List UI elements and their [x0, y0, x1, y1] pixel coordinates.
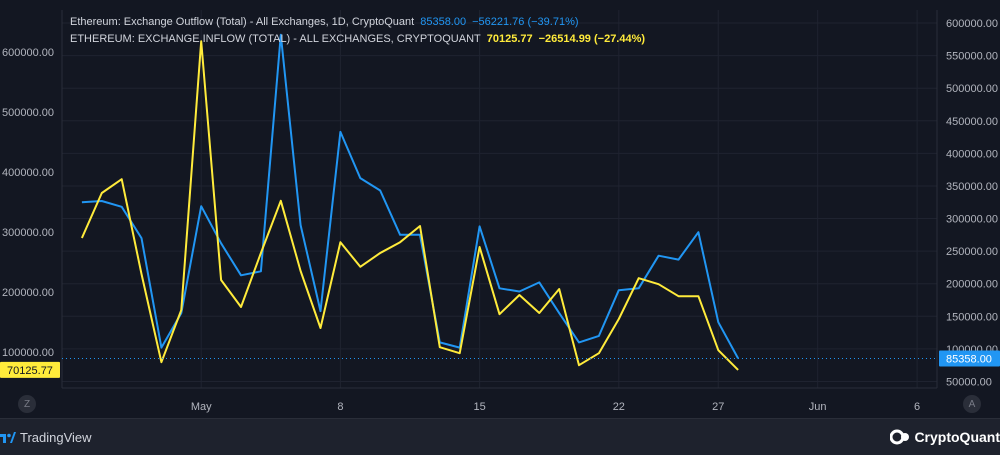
x-axis-tick-label: 22 — [613, 401, 625, 413]
right-axis-tick-label: 400000.00 — [946, 148, 998, 160]
left-axis-tick-label: 100000.00 — [2, 347, 54, 359]
right-axis-tick-label: 350000.00 — [946, 181, 998, 193]
x-axis-tick-label: 8 — [337, 401, 343, 413]
right-axis-tick-label: 450000.00 — [946, 116, 998, 128]
legend-inflow-name: ETHEREUM: EXCHANGE INFLOW (TOTAL) - ALL … — [70, 33, 481, 45]
right-axis-tick-label: 600000.00 — [946, 18, 998, 30]
zoom-button[interactable]: Z — [18, 395, 36, 413]
tradingview-icon — [0, 432, 16, 443]
inflow-current-badge — [0, 361, 60, 378]
footer: TradingView CryptoQuant — [0, 418, 1000, 455]
legend: Ethereum: Exchange Outflow (Total) - All… — [70, 14, 645, 48]
inflow-current-label: 70125.77 — [7, 365, 53, 377]
legend-outflow-name: Ethereum: Exchange Outflow (Total) - All… — [70, 16, 415, 28]
legend-outflow-value: 85358.00 — [420, 16, 467, 28]
x-axis[interactable]: May 8 15 22 27 Jun 6 — [191, 401, 920, 413]
tradingview-logo[interactable]: TradingView — [0, 428, 92, 446]
x-axis-tick-label: May — [191, 401, 212, 413]
legend-inflow-value: 70125.77 — [486, 33, 533, 45]
auto-scale-button[interactable]: A — [963, 395, 981, 413]
right-axis-tick-label: 300000.00 — [946, 214, 998, 226]
right-axis[interactable]: 50000.00100000.00150000.00200000.0025000… — [946, 18, 998, 388]
right-axis-tick-label: 150000.00 — [946, 311, 998, 323]
right-axis-tick-label: 50000.00 — [946, 376, 992, 388]
legend-inflow[interactable]: ETHEREUM: EXCHANGE INFLOW (TOTAL) - ALL … — [70, 31, 645, 48]
cryptoquant-logo: CryptoQuant — [890, 428, 1000, 446]
x-axis-tick-label: 15 — [473, 401, 485, 413]
right-axis-tick-label: 500000.00 — [946, 83, 998, 95]
x-axis-tick-label: 27 — [712, 401, 724, 413]
right-axis-tick-label: 250000.00 — [946, 246, 998, 258]
outflow-current-badge — [939, 350, 1000, 367]
right-axis-tick-label: 550000.00 — [946, 51, 998, 63]
right-axis-tick-label: 200000.00 — [946, 279, 998, 291]
x-axis-tick-label: Jun — [809, 401, 827, 413]
legend-outflow[interactable]: Ethereum: Exchange Outflow (Total) - All… — [70, 14, 645, 31]
series-lines — [80, 33, 739, 371]
inflow-series-line — [80, 40, 739, 371]
left-axis[interactable]: 100000.00 200000.00 300000.00 400000.00 5000… — [2, 47, 54, 359]
left-axis-tick-label: 500000.00 — [2, 107, 54, 119]
outflow-current-label: 85358.00 — [946, 353, 992, 365]
left-axis-tick-label: 300000.00 — [2, 227, 54, 239]
cryptoquant-icon — [890, 429, 910, 445]
x-axis-tick-label: 6 — [914, 401, 920, 413]
left-axis-tick-label: 400000.00 — [2, 167, 54, 179]
legend-inflow-change: −26514.99 (−27.44%) — [538, 33, 646, 45]
cryptoquant-wordmark: CryptoQuant — [914, 429, 1000, 445]
legend-outflow-change: −56221.76 (−39.71%) — [472, 16, 579, 28]
left-axis-tick-label: 200000.00 — [2, 287, 54, 299]
grid-lines — [61, 10, 938, 389]
left-axis-tick-label: 600000.00 — [2, 47, 54, 59]
current-value-markers: 70125.77 85358.00 — [0, 350, 1000, 378]
tradingview-wordmark: TradingView — [20, 429, 92, 445]
